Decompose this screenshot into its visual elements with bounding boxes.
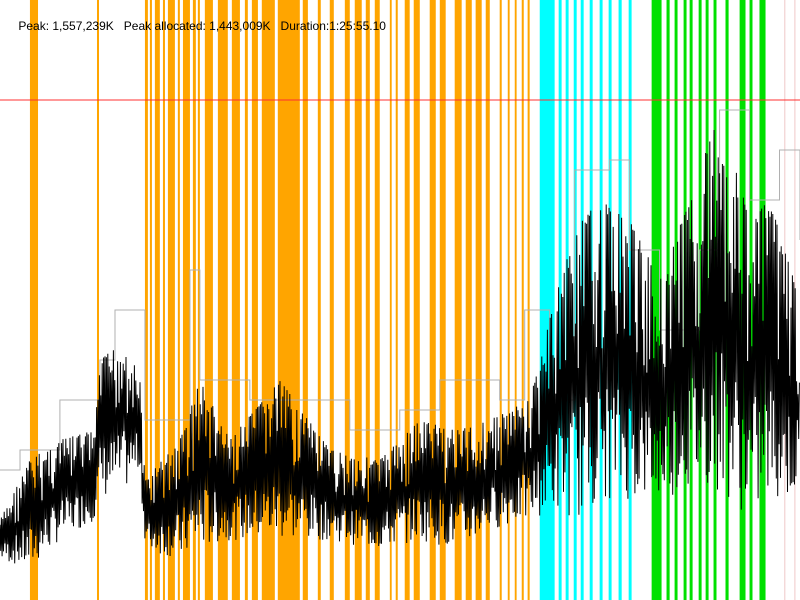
orange-event-band bbox=[507, 0, 510, 600]
orange-event-band bbox=[251, 0, 258, 600]
orange-event-band bbox=[521, 0, 524, 600]
cyan-event-band bbox=[573, 0, 577, 600]
orange-event-band bbox=[527, 0, 530, 600]
orange-event-band bbox=[329, 0, 334, 600]
orange-event-band bbox=[374, 0, 380, 600]
chart-header: Peak: 1,557,239K Peak allocated: 1,443,00… bbox=[5, 5, 396, 47]
orange-event-band bbox=[244, 0, 248, 600]
orange-event-band bbox=[514, 0, 517, 600]
black-series-line bbox=[0, 129, 800, 564]
green-event-band bbox=[749, 0, 753, 600]
orange-event-band bbox=[192, 0, 196, 600]
orange-event-band bbox=[231, 0, 240, 600]
duration-label: Duration:1:25:55.10 bbox=[280, 19, 386, 33]
cyan-event-band bbox=[539, 0, 555, 600]
orange-event-band bbox=[404, 0, 410, 600]
orange-event-band bbox=[344, 0, 350, 600]
peak-label: Peak: 1,557,239K bbox=[18, 19, 114, 33]
orange-event-band bbox=[365, 0, 370, 600]
orange-event-band bbox=[475, 0, 482, 600]
orange-event-band bbox=[154, 0, 160, 600]
orange-event-band bbox=[354, 0, 362, 600]
orange-event-band bbox=[167, 0, 175, 600]
orange-event-band bbox=[177, 0, 180, 600]
orange-event-band bbox=[389, 0, 392, 600]
gray-series-line bbox=[0, 109, 800, 471]
orange-event-band bbox=[197, 0, 200, 600]
orange-event-band bbox=[465, 0, 472, 600]
peak-allocated-label: Peak allocated: 1,443,009K bbox=[123, 19, 271, 33]
orange-event-band bbox=[429, 0, 436, 600]
orange-event-band bbox=[144, 0, 148, 600]
orange-event-band bbox=[162, 0, 165, 600]
orange-event-band bbox=[29, 0, 39, 600]
cyan-event-band bbox=[558, 0, 562, 600]
orange-event-band bbox=[149, 0, 152, 600]
orange-event-band bbox=[439, 0, 446, 600]
orange-event-band bbox=[182, 0, 190, 600]
green-event-band bbox=[698, 0, 702, 600]
orange-event-band bbox=[413, 0, 420, 600]
cyan-event-band bbox=[628, 0, 632, 600]
orange-event-band bbox=[96, 0, 100, 600]
orange-event-band bbox=[454, 0, 462, 600]
orange-event-band bbox=[204, 0, 213, 600]
green-event-band bbox=[651, 0, 662, 600]
orange-event-band bbox=[217, 0, 228, 600]
orange-event-band bbox=[499, 0, 502, 600]
orange-event-band bbox=[395, 0, 398, 600]
orange-event-band bbox=[261, 0, 275, 600]
green-event-band bbox=[739, 0, 746, 600]
green-event-band bbox=[759, 0, 766, 600]
orange-event-band bbox=[317, 0, 321, 600]
orange-event-band bbox=[485, 0, 490, 600]
orange-event-band bbox=[302, 0, 308, 600]
